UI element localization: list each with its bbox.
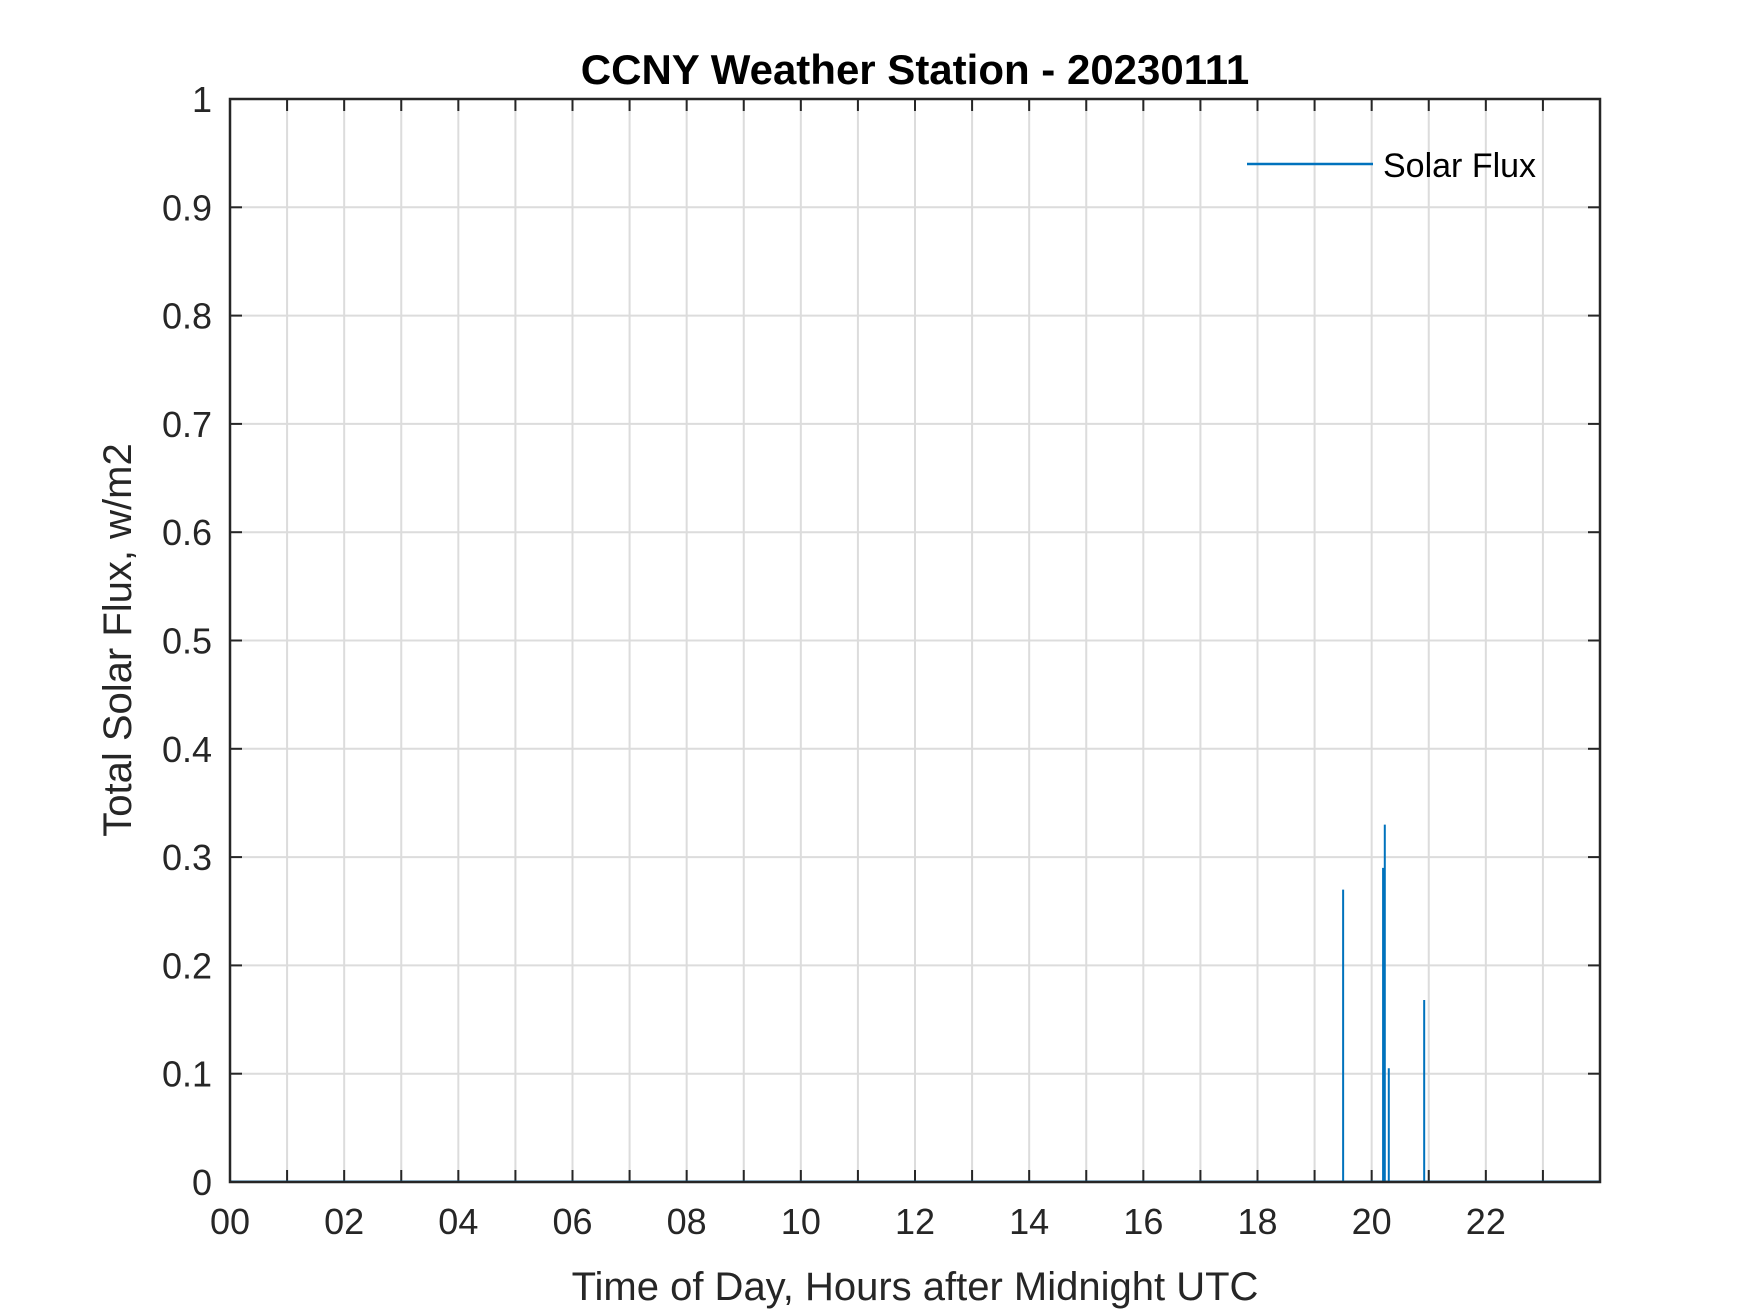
x-tick-label: 20 [1352, 1201, 1392, 1242]
x-tick-label: 18 [1237, 1201, 1277, 1242]
chart-title: CCNY Weather Station - 20230111 [581, 46, 1249, 93]
x-tick-label: 04 [438, 1201, 478, 1242]
y-tick-label: 0.8 [162, 296, 212, 337]
y-tick-label: 0.2 [162, 945, 212, 986]
y-tick-label: 0 [192, 1162, 212, 1203]
x-tick-label: 02 [324, 1201, 364, 1242]
x-tick-label: 08 [667, 1201, 707, 1242]
y-tick-label: 0.5 [162, 621, 212, 662]
x-tick-label: 12 [895, 1201, 935, 1242]
y-tick-labels: 0 0.1 0.2 0.3 0.4 0.5 0.6 0.7 0.8 0.9 1 [162, 79, 212, 1203]
y-tick-label: 0.4 [162, 729, 212, 770]
x-tick-labels: 00 02 04 06 08 10 12 14 16 18 20 22 [210, 1201, 1506, 1242]
y-tick-label: 0.9 [162, 187, 212, 228]
grid-lines [230, 99, 1600, 1182]
x-tick-label: 16 [1123, 1201, 1163, 1242]
legend: Solar Flux [1247, 147, 1536, 185]
y-tick-label: 1 [192, 79, 212, 120]
y-tick-label: 0.6 [162, 512, 212, 553]
axes-box [228, 97, 1602, 1184]
y-tick-label: 0.7 [162, 404, 212, 445]
y-tick-label: 0.3 [162, 837, 212, 878]
x-tick-label: 14 [1009, 1201, 1049, 1242]
axis-ticks [230, 99, 1600, 1182]
y-axis-label: Total Solar Flux, w/m2 [96, 443, 140, 836]
y-tick-label: 0.1 [162, 1054, 212, 1095]
x-axis-label: Time of Day, Hours after Midnight UTC [572, 1265, 1259, 1309]
legend-label-solar-flux: Solar Flux [1383, 147, 1536, 185]
x-tick-label: 22 [1466, 1201, 1506, 1242]
x-tick-label: 10 [781, 1201, 821, 1242]
x-tick-label: 00 [210, 1201, 250, 1242]
x-tick-label: 06 [552, 1201, 592, 1242]
